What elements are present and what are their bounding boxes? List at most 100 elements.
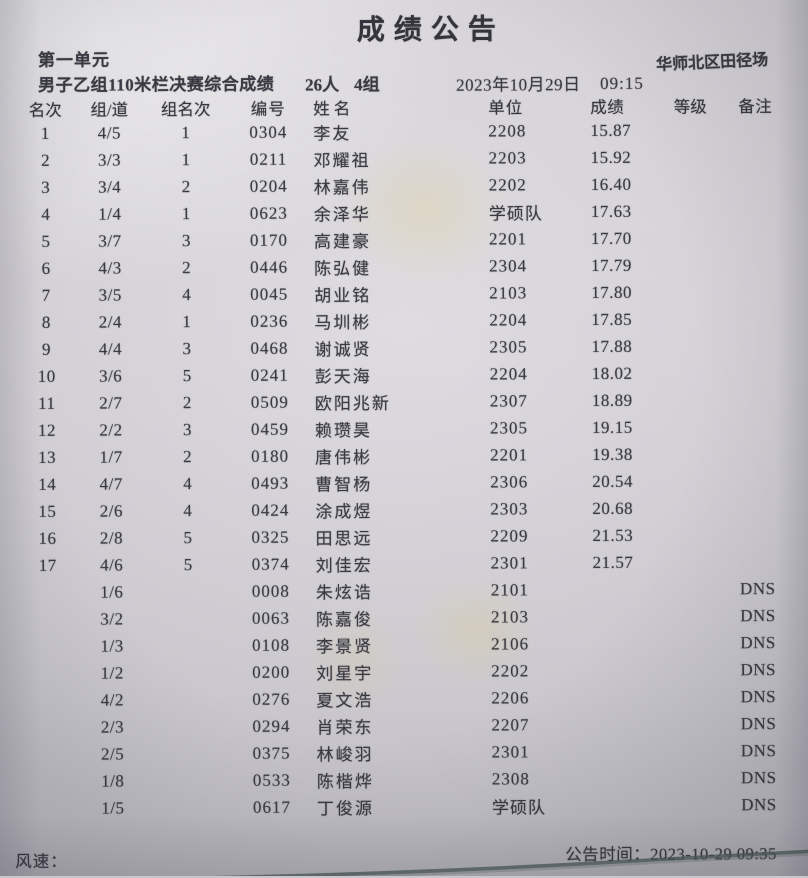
cell-result: 21.53 [592,525,670,545]
cell-group-lane: 2/2 [72,420,150,440]
cell-unit: 2301 [491,553,593,574]
cell-name: 马圳彬 [314,308,489,334]
cell-group-rank: 2 [149,257,224,277]
cell-group-lane: 4/6 [73,555,151,575]
wind-speed-label: 风速： [15,848,68,872]
cell-rank: 6 [21,258,71,278]
cell-result: 17.63 [591,201,669,221]
page-title: 成绩公告 [0,6,806,50]
cell-group-lane: 2/4 [71,312,149,332]
cell-name: 林嘉伟 [314,173,489,199]
cell-name: 涂成煜 [315,497,490,523]
cell-group-lane: 2/5 [74,744,152,764]
cell-group-lane: 2/3 [73,717,151,737]
cell-unit: 学硕队 [489,199,591,225]
cell-number: 0325 [225,527,315,547]
cell-group-lane: 2/6 [72,501,150,521]
cell-unit: 2201 [489,229,591,250]
cell-result: 21.57 [593,552,671,572]
cell-unit: 2202 [489,175,591,196]
cell-rank: 15 [22,501,72,521]
cell-name: 唐伟彬 [315,443,490,469]
cell-name: 朱炫诰 [316,578,491,604]
cell-result: 17.85 [591,309,669,329]
cell-group-rank: 1 [149,311,224,331]
column-header-remark: 备注 [712,93,798,117]
cell-unit: 2308 [492,769,594,790]
cell-number: 0200 [226,662,316,682]
cell-result: 19.15 [592,417,670,437]
cell-number: 0533 [227,770,317,790]
cell-rank: 2 [20,150,70,170]
cell-group-rank: 2 [150,392,225,412]
cell-unit: 2303 [490,499,592,520]
cell-name: 刘佳宏 [316,551,491,577]
cell-group-lane: 2/8 [72,528,150,548]
cell-number: 0108 [226,635,316,655]
cell-number: 0304 [223,122,313,142]
cell-number: 0617 [227,797,317,817]
cell-number: 0180 [225,446,315,466]
cell-unit: 2202 [491,661,593,682]
cell-number: 0204 [224,176,314,196]
cell-name: 高建豪 [314,227,489,253]
cell-group-rank: 4 [149,284,224,304]
cell-name: 李景贤 [316,632,491,658]
cell-result: 17.80 [591,282,669,302]
cell-group-lane: 1/4 [71,204,149,224]
cell-group-lane: 1/5 [74,798,152,818]
cell-group-lane: 1/8 [74,771,152,791]
cell-group-rank: 1 [149,203,224,223]
cell-group-lane: 3/5 [71,285,149,305]
cell-number: 0446 [224,257,314,277]
cell-group-lane: 1/2 [73,663,151,683]
cell-number: 0468 [224,338,314,358]
cell-unit: 2306 [490,472,592,493]
cell-number: 0236 [224,311,314,331]
cell-name: 彭天海 [315,362,490,388]
cell-name: 曹智杨 [315,470,490,496]
cell-remark: DNS [715,632,801,652]
cell-result: 16.40 [591,174,669,194]
cell-group-rank: 2 [150,446,225,466]
cell-number: 0375 [227,743,317,763]
cell-group-rank: 4 [150,500,225,520]
cell-unit: 2301 [492,742,594,763]
cell-name: 邓耀祖 [313,146,488,172]
cell-unit: 2305 [490,418,592,439]
cell-name: 肖荣东 [316,713,491,739]
cell-group-rank: 1 [148,122,223,142]
cell-group-lane: 3/2 [73,609,151,629]
announce-time-value: 2023-10-29 09:35 [650,844,777,864]
cell-unit: 2209 [490,526,592,547]
cell-result: 15.92 [590,147,668,167]
cell-remark: DNS [716,767,802,787]
cell-group-rank: 3 [150,419,225,439]
cell-group-lane: 4/4 [71,339,149,359]
cell-number: 0045 [224,284,314,304]
event-date: 2023年10月29日 [456,70,581,96]
cell-name: 赖瓒昊 [315,416,490,442]
cell-rank: 17 [23,555,73,575]
cell-unit: 学硕队 [492,793,594,819]
cell-name: 夏文浩 [316,686,491,712]
cell-unit: 2203 [488,148,590,169]
cell-unit: 2103 [489,283,591,304]
announce-time: 公告时间：2023-10-29 09:35 [565,840,777,865]
cell-number: 0294 [226,716,316,736]
cell-rank: 12 [22,420,72,440]
cell-number: 0008 [226,581,316,601]
column-header-rank: 名次 [20,97,70,121]
cell-number: 0276 [226,689,316,709]
column-header-group-lane: 组/道 [70,96,148,120]
cell-group-rank: 5 [150,527,225,547]
cell-group-lane: 3/6 [72,366,150,386]
